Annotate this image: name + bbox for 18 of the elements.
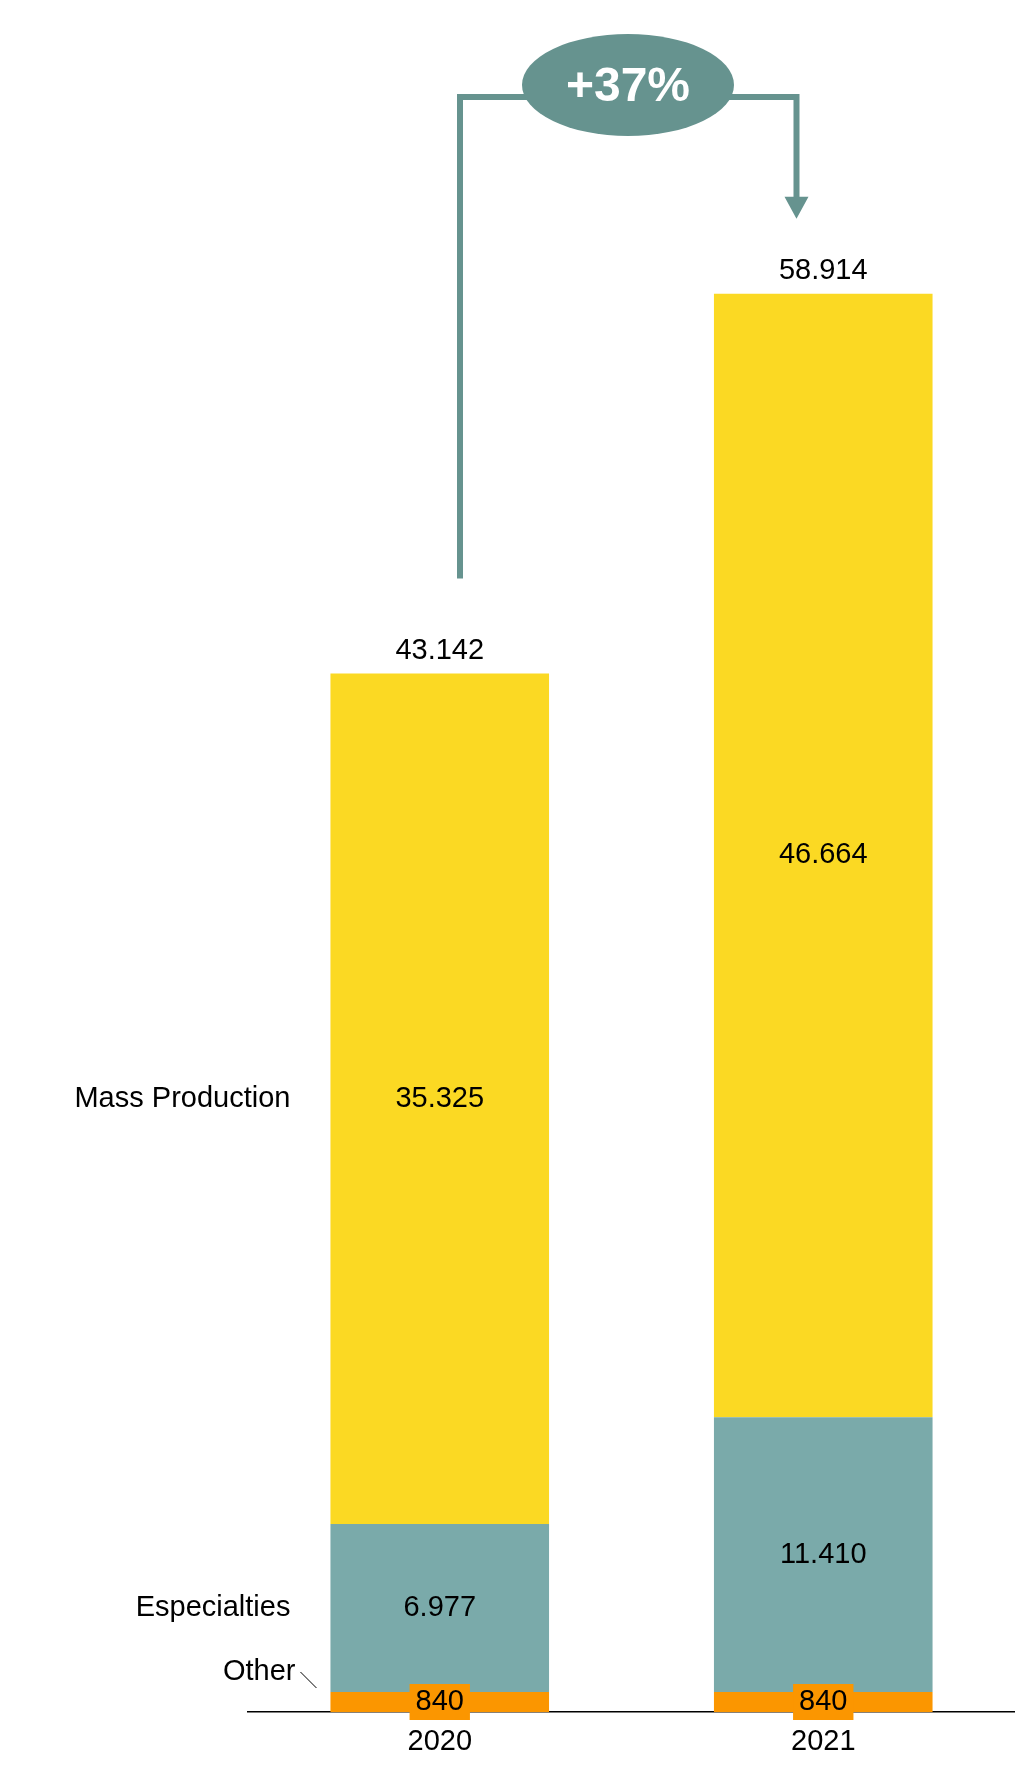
data-label: 840 bbox=[415, 1684, 464, 1717]
data-label: 46.664 bbox=[778, 837, 868, 870]
data-label: 6.977 bbox=[403, 1589, 477, 1622]
x-tick-label: 2021 bbox=[790, 1723, 856, 1756]
text: +37% bbox=[564, 57, 692, 112]
series-label: Other bbox=[222, 1653, 296, 1686]
x-tick-label: 2020 bbox=[407, 1723, 473, 1756]
bar bbox=[330, 673, 550, 1524]
data-label: 35.325 bbox=[395, 1080, 485, 1113]
total-label: 58.914 bbox=[778, 253, 868, 286]
data-label: 840 bbox=[799, 1684, 848, 1717]
bar bbox=[713, 293, 933, 1418]
data-label: 11.410 bbox=[779, 1536, 867, 1569]
bar bbox=[713, 1417, 933, 1692]
bar bbox=[330, 1523, 550, 1692]
total-label: 43.142 bbox=[395, 632, 485, 665]
series-label: Mass Production bbox=[74, 1080, 291, 1113]
series-label: Especialties bbox=[135, 1589, 291, 1622]
